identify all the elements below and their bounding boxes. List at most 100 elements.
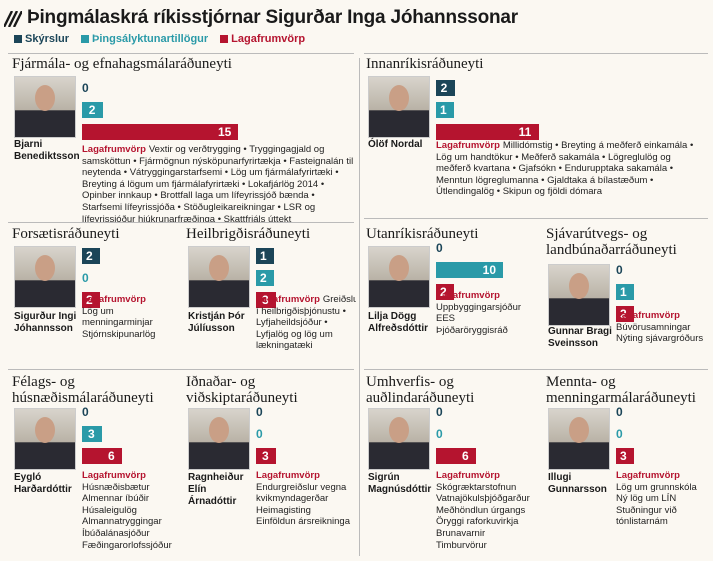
resolution-bar (82, 102, 103, 118)
report-bar-value: 2 (86, 249, 93, 263)
resolution-value-zero: 0 (82, 271, 89, 285)
resolution-bar-value: 2 (260, 271, 267, 285)
minister-photo-head (569, 273, 589, 299)
legend-item-resolutions: Þingsályktunartillögur (81, 33, 208, 45)
bill-item: • Skipun og fjöldi dómara (494, 186, 602, 198)
ministry-title: Iðnaðar- og viðskiptaráðuneyti (186, 374, 298, 406)
ministry-panel: Forsætisráðuneyti Sigurður Ingi Jóhannsso… (12, 226, 182, 366)
ministry-panel: Innanríkisráðuneyti Ólöf Nordal 2 1 11 Lagafr… (366, 56, 708, 218)
bill-bar-value: 3 (620, 449, 627, 463)
top-divider-right (364, 53, 708, 54)
minister-photo (368, 76, 430, 138)
legend-swatch-bills (220, 35, 229, 43)
ministry-panel: Iðnaðar- og viðskiptaráðuneyti Ragnheiður… (186, 374, 356, 556)
bill-item: Húsnæðisbætur (82, 481, 150, 493)
legend-item-reports: Skýrslur (14, 33, 69, 45)
bill-bar (436, 448, 476, 464)
ministry-title: Innanríkisráðuneyti (366, 56, 484, 72)
minister-photo (14, 408, 76, 470)
minister-name: Gunnar Bragi Sveinsson (548, 326, 612, 349)
ministry-title: Heilbrigðisráðuneyti (186, 226, 311, 242)
minister-photo-head (209, 417, 229, 443)
resolution-value-zero: 0 (256, 427, 263, 441)
report-bar (256, 248, 274, 264)
ministry-panel: Heilbrigðisráðuneyti Kristján Þór Júlíuss… (186, 226, 356, 366)
ministry-title: Félags- og húsnæðismálaráðuneyti (12, 374, 154, 406)
bill-item: • Brottfall laga um lífeyrissjóð bænda (151, 190, 309, 202)
bill-bar (82, 292, 100, 308)
bill-item: • Lögreglulög og meðferð kvartana (436, 151, 671, 175)
row-divider-right-2 (364, 369, 708, 370)
minister-photo-head (35, 417, 55, 443)
bill-bar-value: 2 (440, 285, 447, 299)
minister-photo-head (35, 85, 55, 111)
ministry-panel: Umhverfis- og auðlindaráðuneyti Sigrún Ma… (366, 374, 536, 556)
minister-name: Ragnheiður Elín Árnadóttir (188, 472, 244, 507)
bill-item: • Fjármögnun nýsköpunarfyrirtækja (130, 155, 281, 167)
bill-item: Þjóðaröryggisráð (436, 324, 508, 336)
bills-text: Lagafrumvörp Lög um grunnskóla Ný lög um L… (616, 470, 708, 528)
ministry-panel: Fjármála- og efnahagsmálaráðuneyti Bjarni… (12, 56, 354, 222)
bills-list: Vextir og verðtrygging • Tryggingagjald … (82, 144, 353, 222)
resolution-bar-value: 1 (620, 285, 627, 299)
legend-swatch-resolutions (81, 35, 90, 43)
resolution-bar-value: 2 (88, 103, 96, 117)
bill-item: Íbúðalánasjóður (82, 527, 150, 539)
bills-label: Lagafrumvörp (436, 140, 500, 151)
bills-text: Lagafrumvörp Millidómstig • Breyting á me… (436, 140, 708, 198)
bill-item: • Opinber innkaup (82, 178, 325, 202)
bill-bar-value: 3 (262, 449, 269, 463)
minister-photo-head (389, 85, 409, 111)
bill-item: • Lyfjaheildsjóður (256, 305, 346, 329)
minister-name: Lilja Dögg Alfreðsdóttir (368, 311, 428, 334)
bill-item: Uppbyggingarsjóður EES (436, 301, 522, 325)
minister-name: Sigurður Ingi Jóhannsson (14, 311, 77, 334)
chart-title: Þingmálaskrá ríkisstjórnar Sigurðar Inga… (27, 7, 518, 28)
resolution-bar-value: 10 (482, 263, 497, 277)
report-value-zero: 0 (436, 241, 443, 255)
bills-label: Lagafrumvörp (82, 294, 146, 305)
bill-bar-value: 11 (518, 125, 532, 139)
legend-label-reports: Skýrslur (25, 33, 70, 45)
bill-bar (436, 124, 539, 140)
bill-item: • Skattfrjáls úttekt séreignarsparnaðar (217, 213, 292, 222)
bill-bar (82, 448, 122, 464)
bill-item: • Starfsemi lífeyrissjóða (82, 190, 315, 213)
ministry-title: Sjávarútvegs- og landbúnaðarráðuneyti (546, 226, 677, 258)
bill-item: Skógræktarstofnun (436, 481, 517, 493)
resolution-bar-value: 1 (440, 103, 447, 117)
bill-bar-value: 15 (218, 125, 232, 139)
bill-item: Meðhöndlun úrgangs (436, 504, 526, 516)
resolution-bar (436, 262, 503, 278)
bill-item: • Gjafsókn (509, 163, 557, 175)
resolution-value-zero: 0 (436, 427, 443, 441)
report-value-zero: 0 (82, 81, 89, 95)
bill-item: Greiðsluþátttaka í heilbrigðisþjónustu (256, 294, 356, 317)
report-value-zero: 0 (616, 405, 623, 419)
bills-list: Greiðsluþátttaka í heilbrigðisþjónustu •… (256, 294, 356, 351)
bill-item: • Menntun lögreglumanna (436, 163, 674, 186)
bills-list: Millidómstig • Breyting á meðferð einkam… (436, 140, 693, 197)
bills-text: Lagafrumvörp Vextir og verðtrygging • Try… (82, 144, 354, 222)
report-value-zero: 0 (256, 405, 263, 419)
row-divider-left-1 (8, 222, 354, 223)
bill-item: Einföldun ársreikninga (256, 516, 351, 528)
bill-item: Öryggi raforkuvirkja (436, 516, 519, 528)
bills-text: Lagafrumvörp Endurgreiðslur vegna kvikmyn… (256, 470, 356, 528)
resolution-bar-value: 3 (88, 427, 95, 441)
bills-text: Lagafrumvörp Lög um menningarminjar Stjórn… (82, 294, 182, 340)
bill-item: Millidómstig (502, 140, 553, 151)
minister-photo (368, 408, 430, 470)
bills-label: Lagafrumvörp (616, 310, 680, 321)
bill-item: Húsaleigulög (82, 504, 137, 516)
minister-name: Sigrún Magnúsdóttir (368, 472, 432, 495)
bill-item: Stjórnskipunarlög (82, 328, 156, 340)
resolution-bar (436, 102, 454, 118)
bill-item: Brunavarnir (436, 527, 486, 539)
bill-item: Búvörusamningar (616, 321, 691, 333)
legend-swatch-reports (14, 35, 22, 43)
ministry-title: Mennta- og menningarmálaráðuneyti (546, 374, 696, 406)
bill-item: • Vátryggingarstarfsemi (121, 167, 223, 179)
bills-label: Lagafrumvörp (256, 470, 320, 481)
bill-item: • Fasteignalán til neytenda (82, 155, 354, 179)
